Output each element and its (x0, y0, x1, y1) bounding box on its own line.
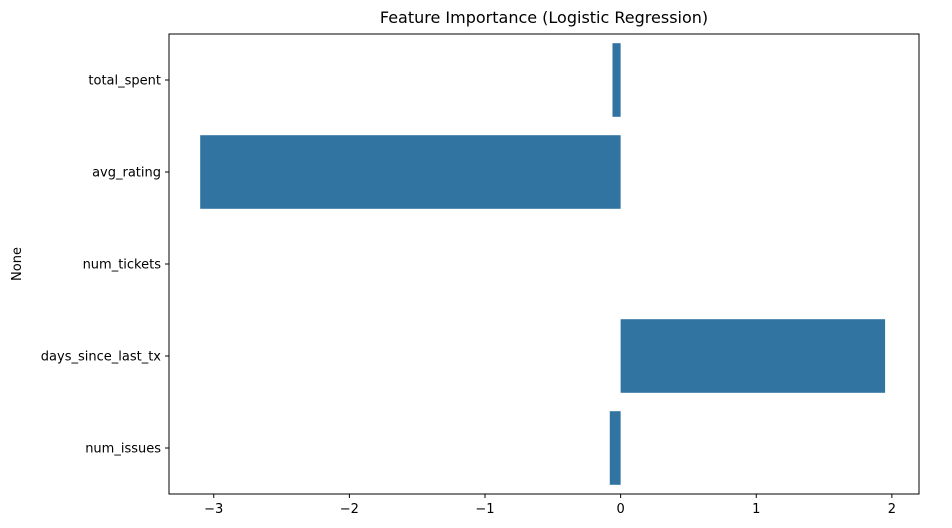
x-tick-label: 1 (752, 502, 760, 517)
y-tick-label: num_issues (85, 442, 161, 457)
axes (165, 33, 920, 498)
bar-total_spent (612, 43, 621, 117)
y-tick-label: total_spent (88, 74, 161, 89)
plot-frame (168, 33, 920, 495)
y-tick-label: days_since_last_tx (41, 350, 161, 365)
x-tick-label: −1 (475, 502, 494, 517)
bar-days_since_last_tx (620, 319, 886, 393)
y-tick-label: num_tickets (83, 258, 162, 273)
x-tick-labels: −3 −2 −1 0 1 2 (204, 502, 896, 517)
bar-avg_rating (200, 135, 621, 209)
x-tick-label: −3 (204, 502, 223, 517)
x-tick-label: 2 (888, 502, 896, 517)
x-tick-label: 0 (616, 502, 624, 517)
chart-title: Feature Importance (Logistic Regression) (380, 8, 708, 27)
bars-group (200, 43, 886, 485)
x-tick-label: −2 (340, 502, 359, 517)
y-tick-labels: total_spent avg_rating num_tickets days_sin… (41, 74, 161, 457)
y-axis-label: None (10, 247, 25, 281)
bar-num_issues (609, 411, 621, 485)
y-tick-label: avg_rating (92, 166, 161, 181)
